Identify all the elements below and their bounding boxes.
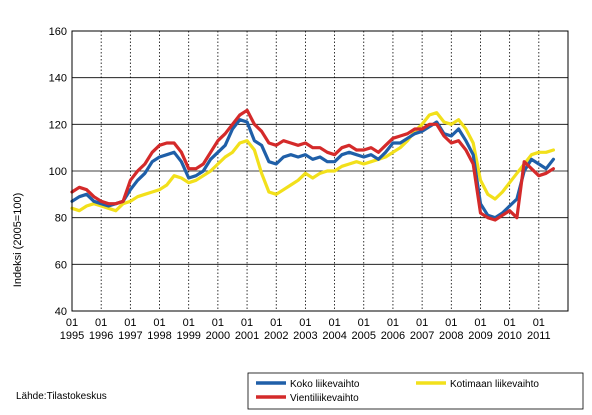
x-tick-month-label: 01 (124, 317, 136, 329)
y-axis-ticks: 40 60 80 100 120 140 160 (49, 26, 67, 318)
x-tick-month-label: 01 (445, 317, 457, 329)
x-axis-ticks: 0119950119960119970119980119990120000120… (60, 317, 551, 342)
x-tick-year-label: 1998 (147, 330, 171, 342)
source-note: Lähde:Tilastokeskus (16, 391, 107, 402)
x-tick-year-label: 2011 (527, 330, 551, 342)
y-tick-label: 80 (55, 213, 67, 225)
x-tick-year-label: 1999 (176, 330, 200, 342)
x-tick-year-label: 2006 (381, 330, 405, 342)
x-tick-year-label: 2001 (235, 330, 259, 342)
x-tick-month-label: 01 (533, 317, 545, 329)
series-line-vientiliikevaihto (70, 108, 555, 222)
x-tick-month-label: 01 (474, 317, 486, 329)
x-tick-month-label: 01 (358, 317, 370, 329)
y-tick-label: 60 (55, 259, 67, 271)
x-tick-year-label: 2009 (468, 330, 492, 342)
x-tick-month-label: 01 (66, 317, 78, 329)
x-tick-year-label: 2010 (497, 330, 521, 342)
series-line-kotimaan-liikevaihto (70, 111, 555, 213)
legend-box (247, 372, 584, 410)
y-tick-label: 40 (55, 306, 67, 318)
x-tick-month-label: 01 (270, 317, 282, 329)
x-tick-year-label: 2008 (439, 330, 463, 342)
y-tick-label: 140 (49, 73, 67, 85)
legend-label: Kotimaan liikevaihto (450, 379, 539, 390)
x-tick-year-label: 2003 (293, 330, 317, 342)
series-line-koko-liikevaihto (70, 118, 555, 220)
x-tick-month-label: 01 (212, 317, 224, 329)
x-tick-year-label: 1996 (89, 330, 113, 342)
legend: Koko liikevaihto Kotimaan liikevaihto Vien… (247, 372, 584, 410)
y-tick-label: 160 (49, 26, 67, 38)
x-tick-month-label: 01 (241, 317, 253, 329)
x-tick-year-label: 2004 (322, 330, 346, 342)
y-axis-title: Indeksi (2005=100) (12, 193, 24, 287)
x-tick-year-label: 2005 (352, 330, 376, 342)
x-tick-month-label: 01 (95, 317, 107, 329)
legend-label: Vientiliikevaihto (290, 393, 359, 404)
y-tick-label: 100 (49, 166, 67, 178)
x-tick-month-label: 01 (153, 317, 165, 329)
plot-frame (71, 30, 569, 312)
x-tick-year-label: 2002 (264, 330, 288, 342)
x-tick-month-label: 01 (416, 317, 428, 329)
x-tick-year-label: 2000 (206, 330, 230, 342)
legend-label: Koko liikevaihto (290, 379, 360, 390)
x-tick-month-label: 01 (183, 317, 195, 329)
x-tick-year-label: 2007 (410, 330, 434, 342)
series-lines (70, 108, 555, 222)
x-tick-month-label: 01 (504, 317, 516, 329)
y-tick-label: 120 (49, 119, 67, 131)
x-tick-year-label: 1995 (60, 330, 84, 342)
x-tick-month-label: 01 (387, 317, 399, 329)
x-tick-year-label: 1997 (118, 330, 142, 342)
x-tick-month-label: 01 (328, 317, 340, 329)
x-tick-month-label: 01 (299, 317, 311, 329)
